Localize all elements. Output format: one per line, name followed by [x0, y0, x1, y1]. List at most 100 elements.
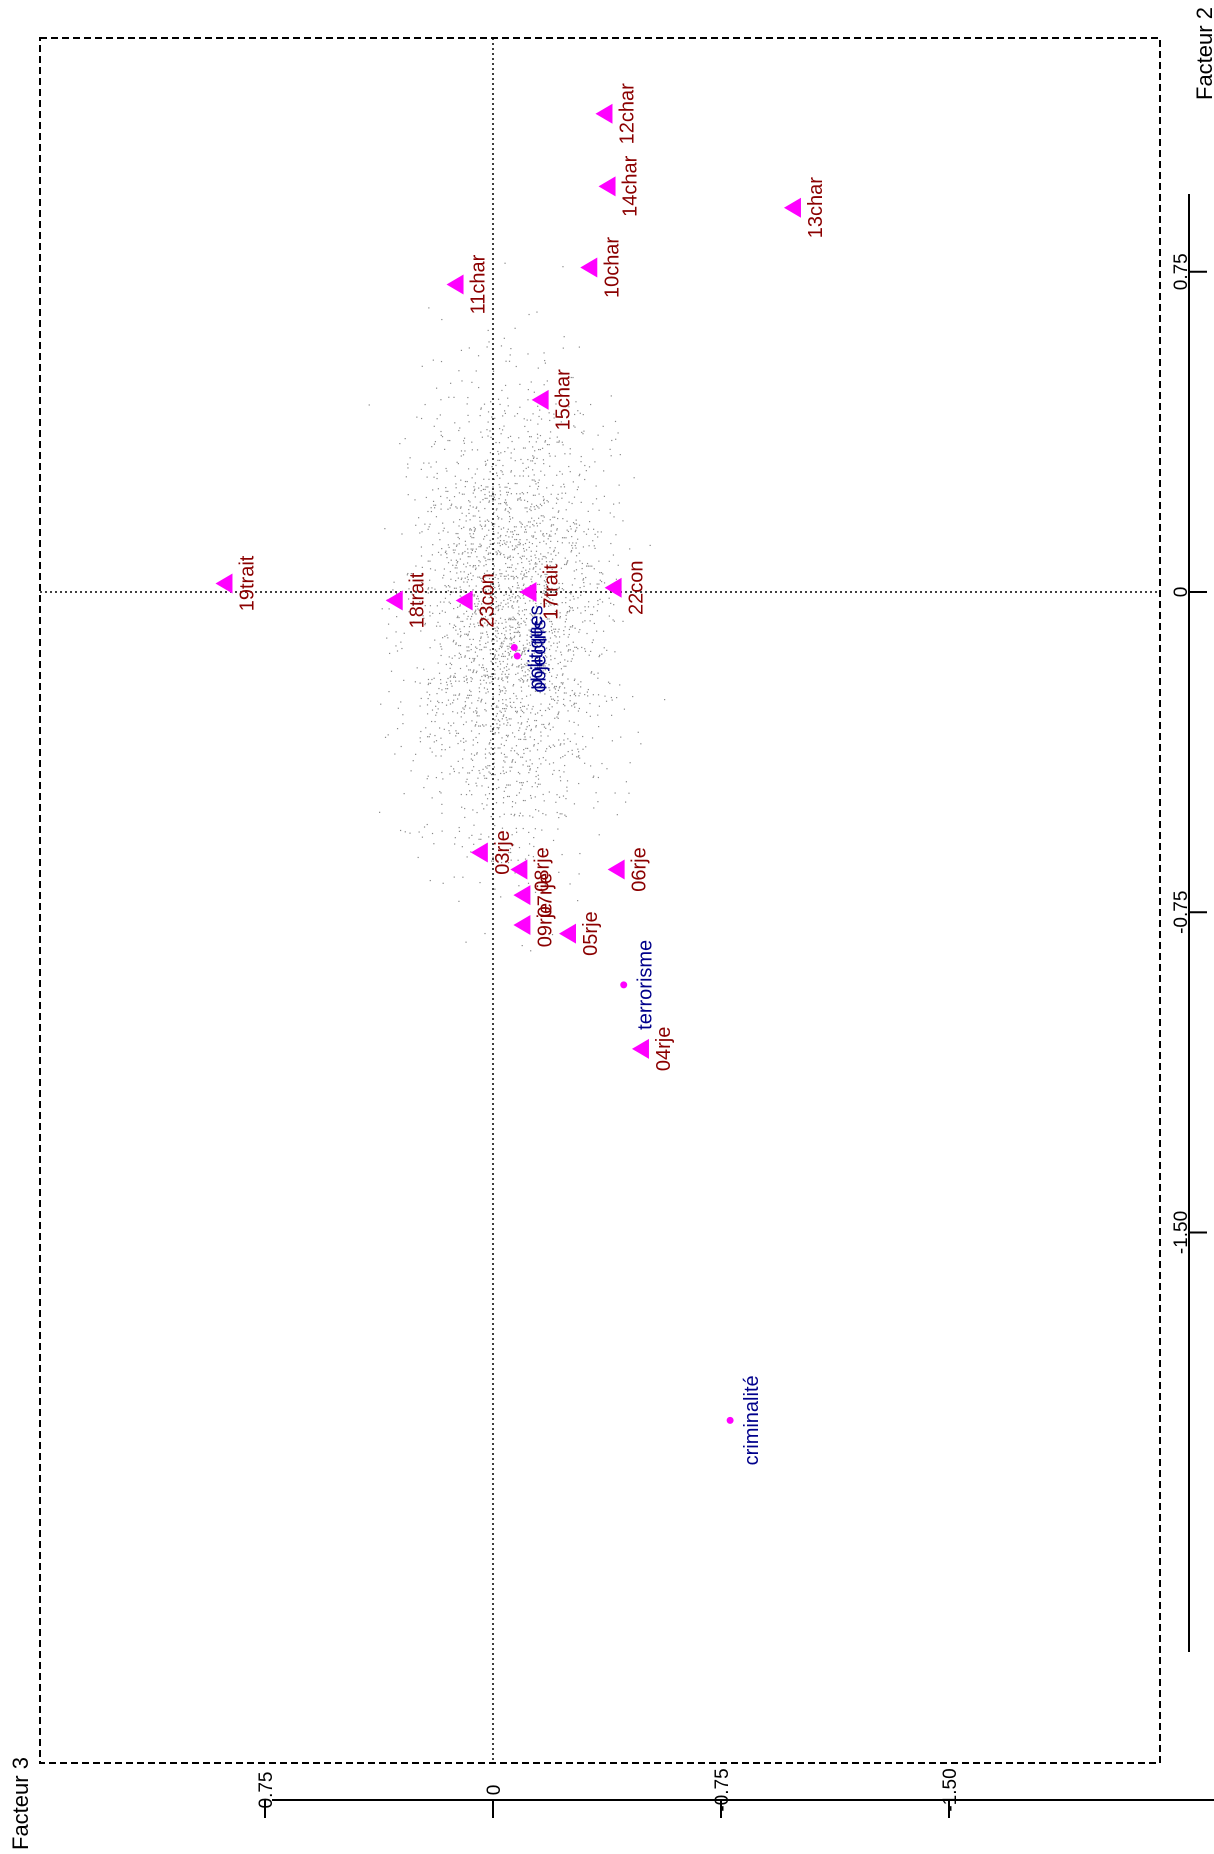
- cloud-dot: [550, 530, 552, 532]
- cloud-dot: [518, 738, 520, 740]
- cloud-dot: [525, 665, 527, 667]
- cloud-dot: [508, 360, 511, 362]
- cloud-dot: [508, 617, 510, 619]
- cloud-dot: [503, 425, 505, 427]
- cloud-dot: [515, 710, 517, 712]
- cloud-dot: [433, 677, 435, 679]
- cloud-dot: [565, 509, 567, 511]
- cloud-dot: [462, 876, 464, 878]
- cloud-dot: [577, 748, 579, 750]
- cloud-dot: [582, 413, 584, 416]
- cloud-dot: [531, 543, 534, 545]
- cloud-dot: [435, 755, 437, 757]
- cloud-dot: [507, 482, 509, 485]
- cloud-dot: [570, 593, 572, 595]
- cloud-dot: [521, 666, 523, 668]
- cloud-dot: [520, 458, 522, 461]
- cloud-dot: [505, 534, 507, 537]
- cloud-dot: [526, 726, 528, 728]
- cloud-dot: [511, 643, 513, 645]
- cloud-dot: [434, 569, 436, 571]
- cloud-dot: [575, 519, 577, 521]
- cloud-dot: [447, 439, 449, 442]
- cloud-dot: [495, 706, 497, 708]
- cloud-dot: [618, 484, 620, 486]
- cloud-dot: [532, 628, 534, 630]
- cloud-dot: [540, 470, 542, 472]
- cloud-dot: [453, 396, 455, 398]
- cloud-dot: [571, 535, 573, 538]
- cloud-dot: [479, 624, 481, 627]
- cloud-dot: [507, 734, 509, 737]
- cloud-dot: [487, 786, 490, 788]
- cloud-dot: [470, 676, 472, 679]
- cloud-dot: [583, 590, 585, 593]
- cloud-dot: [523, 597, 525, 599]
- cloud-dot: [449, 507, 451, 509]
- cloud-dot: [543, 516, 545, 518]
- cloud-dot: [518, 846, 521, 849]
- cloud-dot: [460, 349, 463, 351]
- cloud-dot: [529, 769, 531, 771]
- cloud-dot: [501, 678, 503, 680]
- cloud-dot: [466, 682, 468, 684]
- cloud-dot: [420, 417, 423, 420]
- cloud-dot: [434, 734, 436, 737]
- cloud-dot: [578, 782, 580, 785]
- cloud-dot: [481, 600, 484, 602]
- cloud-dot: [540, 515, 542, 517]
- cloud-dot: [609, 512, 611, 514]
- cloud-dot: [537, 606, 539, 608]
- cloud-dot: [622, 520, 624, 522]
- cloud-dot: [406, 574, 408, 576]
- cloud-dot: [427, 528, 429, 530]
- cloud-dot: [493, 726, 495, 729]
- cloud-dot: [553, 628, 555, 630]
- cloud-dot: [471, 720, 473, 722]
- cloud-dot: [529, 794, 532, 797]
- cloud-dot: [503, 813, 505, 815]
- cloud-dot: [469, 623, 472, 625]
- cloud-dot: [615, 534, 617, 536]
- cloud-dot: [469, 707, 471, 709]
- cloud-dot: [475, 548, 477, 550]
- cloud-dot: [505, 716, 507, 719]
- cloud-dot: [488, 743, 490, 745]
- cloud-dot: [561, 853, 563, 856]
- cloud-dot: [447, 677, 449, 680]
- cloud-dot: [509, 638, 511, 640]
- cloud-dot: [497, 518, 499, 520]
- cloud-dot: [536, 522, 538, 524]
- cloud-dot: [527, 466, 530, 468]
- cloud-dot: [547, 601, 549, 604]
- cloud-dot: [588, 545, 590, 547]
- cloud-dot: [496, 552, 499, 554]
- cloud-dot: [460, 589, 462, 591]
- cloud-dot: [496, 705, 498, 707]
- cloud-dot: [611, 439, 613, 442]
- cloud-dot: [523, 705, 526, 707]
- cloud-dot: [520, 658, 523, 660]
- cloud-dot: [520, 499, 522, 501]
- cloud-dot: [565, 692, 567, 694]
- cloud-dot: [535, 726, 537, 728]
- cloud-dot: [599, 572, 601, 574]
- cloud-dot: [440, 654, 442, 657]
- cloud-dot: [481, 666, 483, 669]
- cloud-dot: [467, 573, 470, 576]
- cloud-dot: [546, 578, 548, 581]
- cloud-dot: [519, 544, 521, 546]
- cloud-dot: [526, 721, 528, 723]
- cloud-dot: [539, 655, 541, 657]
- cloud-dot: [534, 782, 536, 784]
- cloud-dot: [513, 448, 515, 450]
- cloud-dot: [523, 573, 525, 575]
- cloud-dot: [532, 660, 534, 662]
- cloud-dot: [441, 749, 443, 751]
- cloud-dot: [577, 648, 579, 650]
- cloud-dot: [481, 577, 484, 580]
- cloud-dot: [499, 569, 501, 571]
- cloud-dot: [527, 353, 529, 355]
- cloud-dot: [440, 554, 442, 556]
- cloud-dot: [477, 622, 479, 624]
